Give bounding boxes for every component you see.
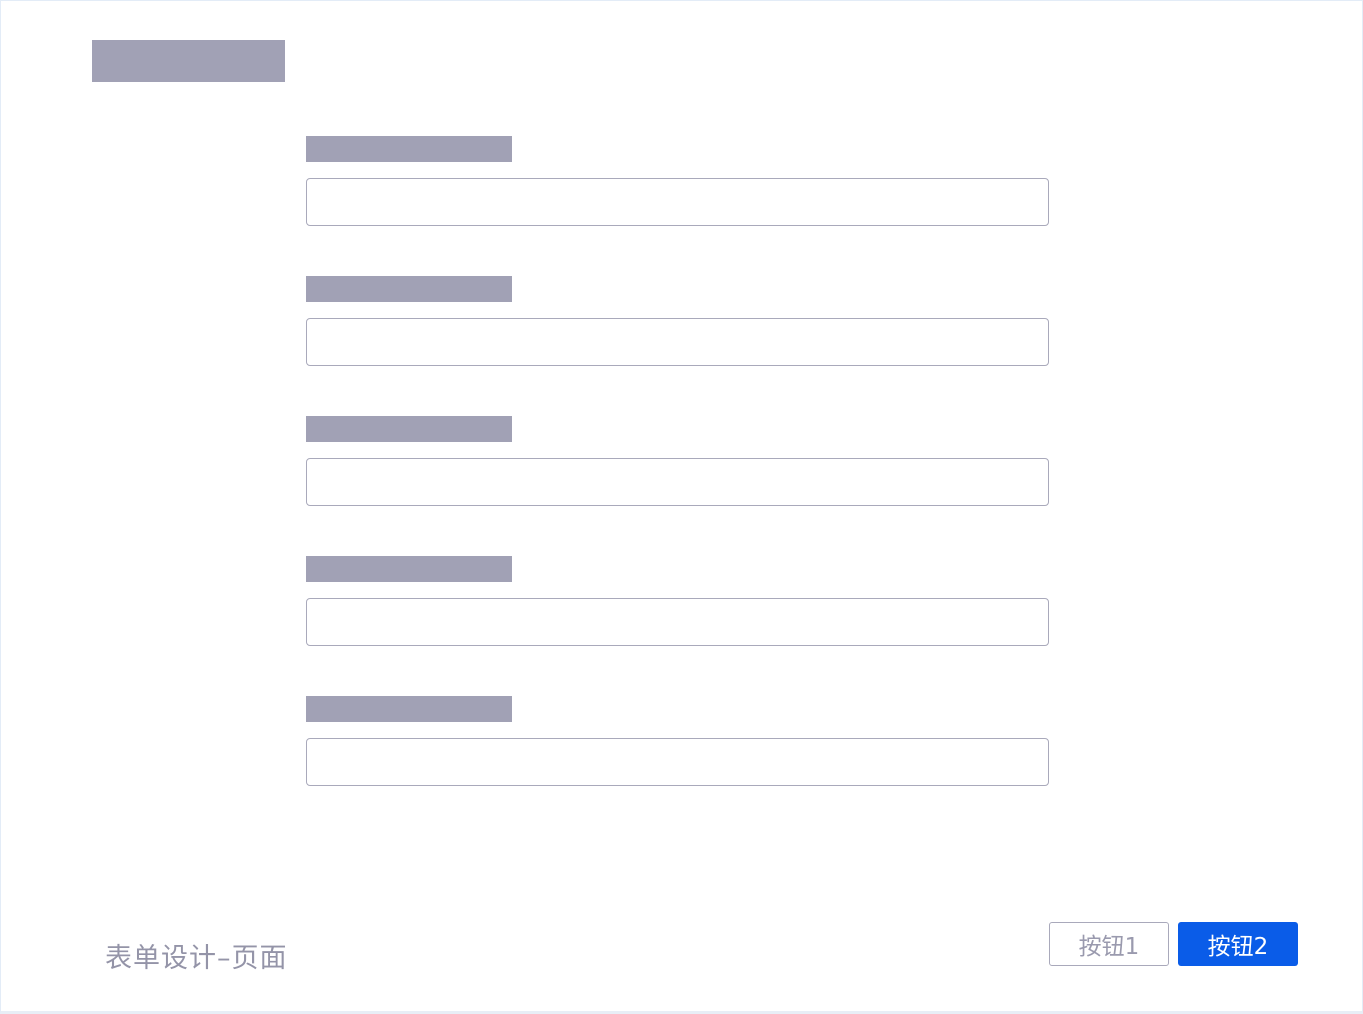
form-field-input[interactable] — [306, 318, 1049, 366]
field-label-placeholder — [306, 136, 512, 162]
title-placeholder — [92, 40, 285, 82]
button-2[interactable]: 按钮2 — [1178, 922, 1298, 966]
field-label-placeholder — [306, 276, 512, 302]
field-label-placeholder — [306, 556, 512, 582]
field-label-placeholder — [306, 696, 512, 722]
form-field-input[interactable] — [306, 458, 1049, 506]
button-1[interactable]: 按钮1 — [1049, 922, 1169, 966]
field-label-placeholder — [306, 416, 512, 442]
page-title: 表单设计–页面 — [105, 943, 288, 974]
form-field-input[interactable] — [306, 178, 1049, 226]
form-field-input[interactable] — [306, 738, 1049, 786]
form-field-input[interactable] — [306, 598, 1049, 646]
